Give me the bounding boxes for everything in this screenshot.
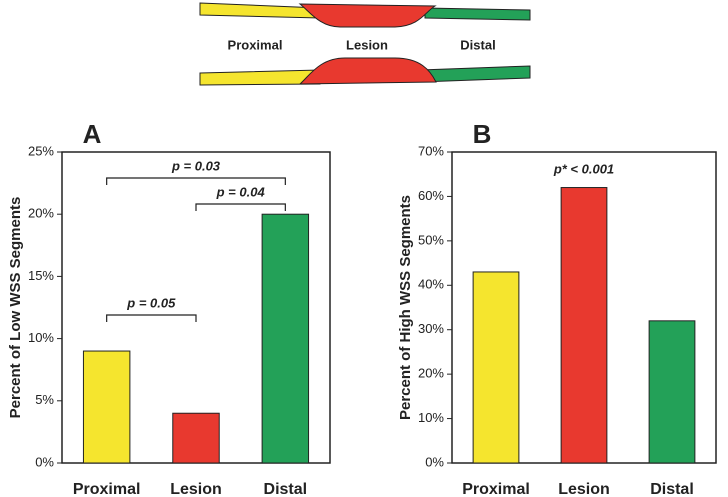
y-tick-label: 50%: [418, 232, 444, 247]
significance-bracket: [195, 203, 286, 211]
x-tick-label: Proximal: [73, 481, 141, 497]
y-tick-label: 70%: [418, 143, 444, 158]
x-tick-label: Lesion: [170, 481, 222, 497]
panel-label: B: [473, 119, 492, 149]
y-tick-label: 30%: [418, 321, 444, 336]
diagram-label: Proximal: [228, 37, 283, 52]
y-tick-label: 15%: [28, 268, 54, 283]
panel-label: A: [83, 119, 102, 149]
annotation: p* < 0.001: [553, 161, 614, 176]
bar: [648, 320, 696, 464]
bar: [472, 271, 520, 464]
y-tick-label: 0%: [425, 454, 444, 469]
diagram-label: Lesion: [346, 37, 388, 52]
bar: [172, 412, 220, 464]
y-tick-label: 10%: [418, 410, 444, 425]
x-tick-label: Lesion: [558, 481, 610, 497]
y-tick-label: 20%: [418, 366, 444, 381]
y-tick-label: 40%: [418, 277, 444, 292]
y-tick-label: 25%: [28, 143, 54, 158]
y-tick-label: 0%: [35, 454, 54, 469]
significance-bracket: [106, 177, 286, 185]
y-tick-label: 20%: [28, 206, 54, 221]
vessel-diagram: Proximal Lesion Distal: [199, 2, 531, 86]
bar: [261, 213, 310, 464]
annotation: p = 0.05: [126, 295, 176, 310]
diagram-label: Distal: [460, 37, 495, 52]
significance-bracket: [106, 314, 197, 322]
annotation: p = 0.03: [171, 158, 221, 173]
bar: [82, 350, 131, 464]
x-tick-label: Distal: [264, 481, 308, 497]
y-axis-label: Percent of Low WSS Segments: [7, 197, 24, 419]
y-axis-label: Percent of High WSS Segments: [397, 195, 414, 420]
y-tick-label: 5%: [35, 392, 54, 407]
y-tick-label: 60%: [418, 188, 444, 203]
bar: [560, 187, 608, 464]
annotation: p = 0.04: [216, 184, 266, 199]
x-tick-label: Proximal: [462, 481, 530, 497]
x-tick-label: Distal: [650, 481, 694, 497]
y-tick-label: 10%: [28, 330, 54, 345]
